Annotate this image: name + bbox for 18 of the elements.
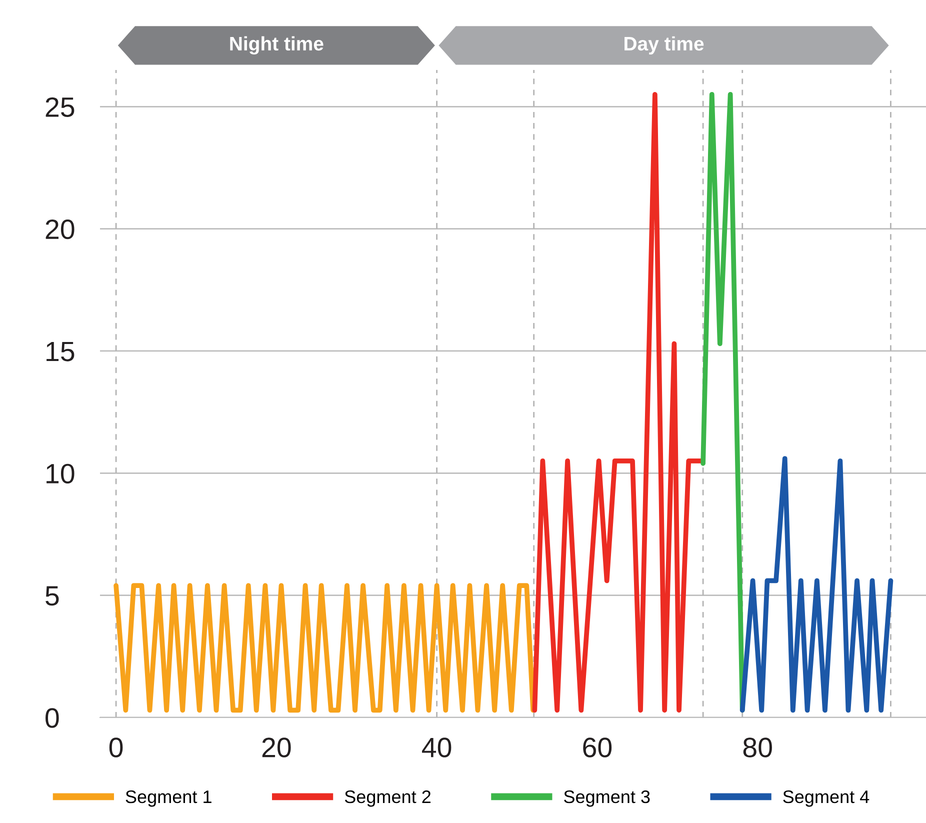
x-tick-label: 40 bbox=[422, 738, 452, 758]
y-tick-label: 5 bbox=[46, 586, 59, 606]
legend-label: Segment 1 bbox=[126, 790, 212, 807]
x-tick-label: 80 bbox=[743, 738, 772, 758]
y-tick-label: 25 bbox=[46, 97, 74, 117]
x-tick-label: 0 bbox=[109, 738, 123, 758]
y-tick-label: 15 bbox=[46, 342, 74, 362]
text: Day time bbox=[624, 36, 704, 54]
y-tick-label: 0 bbox=[46, 708, 59, 728]
legend-label: Segment 2 bbox=[344, 790, 430, 807]
line-series bbox=[740, 456, 894, 713]
x-tick-label: 20 bbox=[262, 738, 291, 758]
y-tick-label: 10 bbox=[46, 464, 74, 484]
legend-label: Segment 3 bbox=[564, 790, 650, 807]
text: Night time bbox=[230, 36, 324, 54]
legend-label: Segment 4 bbox=[783, 790, 870, 807]
x-tick-label: 60 bbox=[583, 738, 612, 758]
y-tick-label: 20 bbox=[46, 219, 74, 240]
